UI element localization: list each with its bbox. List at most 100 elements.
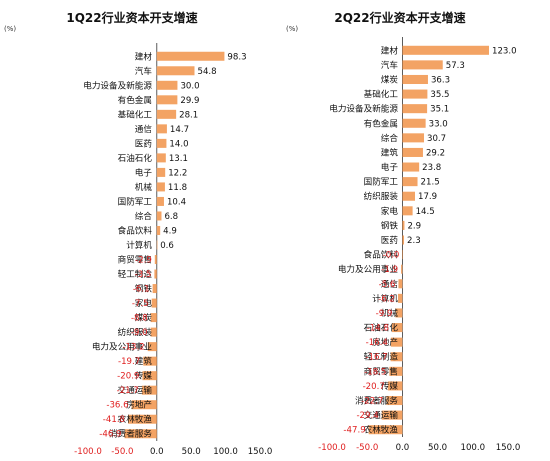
chart-1-category-label: 房地产 xyxy=(126,399,152,411)
chart-1-bar xyxy=(156,95,178,105)
chart-1-value-label: -3.5 xyxy=(135,270,152,280)
chart-2-category-label: 国防军工 xyxy=(364,176,399,188)
chart-1-bar xyxy=(156,182,165,192)
chart-2-category-label: 农林牧渔 xyxy=(364,424,399,436)
chart-1-plot: 建材 98.3 汽车 54.8 电力设备及新能源 30.0 有色金属 29.9 基础化工 28.1… xyxy=(74,43,272,457)
chart-2-bar xyxy=(402,191,416,201)
chart-1-category-label: 建材 xyxy=(135,50,153,62)
chart-2-value-label: -16.7 xyxy=(365,353,387,363)
chart-2-bar xyxy=(402,162,420,172)
chart-1-category-label: 纺织服装 xyxy=(118,326,153,338)
chart-1-category-label: 电力及公用事业 xyxy=(92,341,153,353)
chart-2-bar xyxy=(402,147,423,157)
chart-2-bar xyxy=(402,206,413,216)
chart-2-bar xyxy=(402,220,405,230)
chart-1-category-label: 石油石化 xyxy=(118,152,153,164)
chart-1-title: 1Q22行业资本开支增速 xyxy=(66,10,197,25)
chart-2-value-label: 36.3 xyxy=(431,75,450,85)
chart-2-value-label: -29.4 xyxy=(356,411,378,421)
chart-2-value-label: -6.2 xyxy=(378,294,395,304)
chart-1-value-label: 28.1 xyxy=(179,110,198,120)
chart-2-category-label: 综合 xyxy=(381,132,399,144)
chart-1-value-label: 54.8 xyxy=(198,67,217,77)
chart-1-category-label: 传媒 xyxy=(135,370,153,382)
chart-2-category-label: 汽车 xyxy=(381,59,399,71)
chart-2-value-label: 35.5 xyxy=(430,90,449,100)
chart-1-value-label: -7.5 xyxy=(132,299,149,309)
chart-2-x-tick-label: -100.0 xyxy=(318,443,346,453)
chart-2-value-label: 57.3 xyxy=(446,61,465,71)
chart-1-value-label: -9.0 xyxy=(131,328,148,338)
chart-2-bar xyxy=(402,177,418,187)
chart-1-value-label: 14.0 xyxy=(169,139,188,149)
chart-1-value-label: 10.4 xyxy=(167,197,186,207)
chart-1-bar xyxy=(156,124,167,134)
chart-2-x-tick-label: -50.0 xyxy=(356,443,378,453)
chart-2-category-label: 电力及公用事业 xyxy=(338,263,399,275)
chart-1-category-label: 消费者服务 xyxy=(109,428,152,440)
chart-1-bar xyxy=(142,371,157,381)
chart-1-x-tick-label: 100.0 xyxy=(213,447,238,457)
chart-1-category-label: 汽车 xyxy=(135,65,153,77)
chart-2-value-label: -22.7 xyxy=(361,397,383,407)
chart-2-bar xyxy=(402,235,405,245)
chart-2-value-label: 30.7 xyxy=(427,134,446,144)
chart-2-plot: 建材 123.0 汽车 57.3 煤炭 36.3 基础化工 35.5 电力设备及新能源 35.1 有… xyxy=(318,37,520,453)
chart-1-value-label: 98.3 xyxy=(227,52,246,62)
chart-2-value-label: -1.9 xyxy=(381,265,398,275)
chart-1-bar xyxy=(124,429,157,439)
chart-2-value-label: -20.7 xyxy=(363,382,385,392)
chart-1-bar xyxy=(156,167,166,177)
chart-1-bar xyxy=(156,80,178,90)
chart-2-value-label: 14.5 xyxy=(416,207,435,217)
chart-1-category-label: 煤炭 xyxy=(135,312,153,324)
chart-2-bar xyxy=(402,133,425,143)
chart-2-value-label: 2.3 xyxy=(407,236,421,246)
chart-1-bar xyxy=(156,211,162,221)
chart-2-bar xyxy=(402,45,489,55)
chart-1-bar xyxy=(156,138,167,148)
chart-1-category-label: 轻工制造 xyxy=(118,268,153,280)
chart-2-value-label: 33.0 xyxy=(429,119,448,129)
chart-2-value-label: -47.9 xyxy=(343,426,365,436)
chart-2-category-label: 电力设备及新能源 xyxy=(329,103,398,115)
chart-2-bar xyxy=(402,104,428,114)
chart-2-category-label: 传媒 xyxy=(381,380,399,392)
chart-1-category-label: 食品饮料 xyxy=(118,224,153,236)
chart-1-bar xyxy=(128,414,157,424)
chart-2-x-tick-label: 100.0 xyxy=(460,443,485,453)
chart-2-category-label: 煤炭 xyxy=(381,73,399,85)
chart-2-value-label: -0.0 xyxy=(383,251,400,261)
chart-1-x-tick-label: -100.0 xyxy=(74,447,102,457)
chart-2-bar xyxy=(387,381,403,391)
chart-2-unit: (%) xyxy=(286,25,298,33)
chart-2-bar xyxy=(402,250,403,260)
chart-1-value-label: -6.1 xyxy=(133,285,150,295)
chart-1-category-label: 交通运输 xyxy=(118,384,153,396)
chart-1-value-label: -46.9 xyxy=(99,430,121,440)
chart-1-bar xyxy=(152,284,157,294)
chart-1-category-label: 农林牧渔 xyxy=(118,413,153,425)
chart-2-category-label: 机械 xyxy=(381,307,399,319)
chart-1-x-tick-label: 0.0 xyxy=(150,447,164,457)
chart-1-bar xyxy=(143,356,157,366)
chart-2-category-label: 建筑 xyxy=(381,146,399,158)
chart-1-category-label: 机械 xyxy=(135,181,153,193)
chart-2-category-label: 家电 xyxy=(381,205,399,217)
chart-2-bar xyxy=(402,118,426,128)
chart-2-value-label: 29.2 xyxy=(426,148,445,158)
chart-2-category-label: 消费者服务 xyxy=(355,395,398,407)
chart-1-bar xyxy=(150,327,157,337)
chart-2-bar xyxy=(398,279,403,289)
chart-2-category-label: 建材 xyxy=(381,44,399,56)
chart-1-value-label: -19.7 xyxy=(118,357,140,367)
chart-1-bar xyxy=(154,255,157,265)
chart-1-category-label: 电子 xyxy=(135,166,153,178)
chart-2-title: 2Q22行业资本开支增速 xyxy=(334,10,465,25)
chart-2-value-label: 2.9 xyxy=(407,221,421,231)
chart-1-value-label: -41.8 xyxy=(103,415,125,425)
chart-1-category-label: 商贸零售 xyxy=(118,254,152,266)
chart-1-bar xyxy=(131,400,157,410)
chart-1-category-label: 钢铁 xyxy=(135,283,153,295)
